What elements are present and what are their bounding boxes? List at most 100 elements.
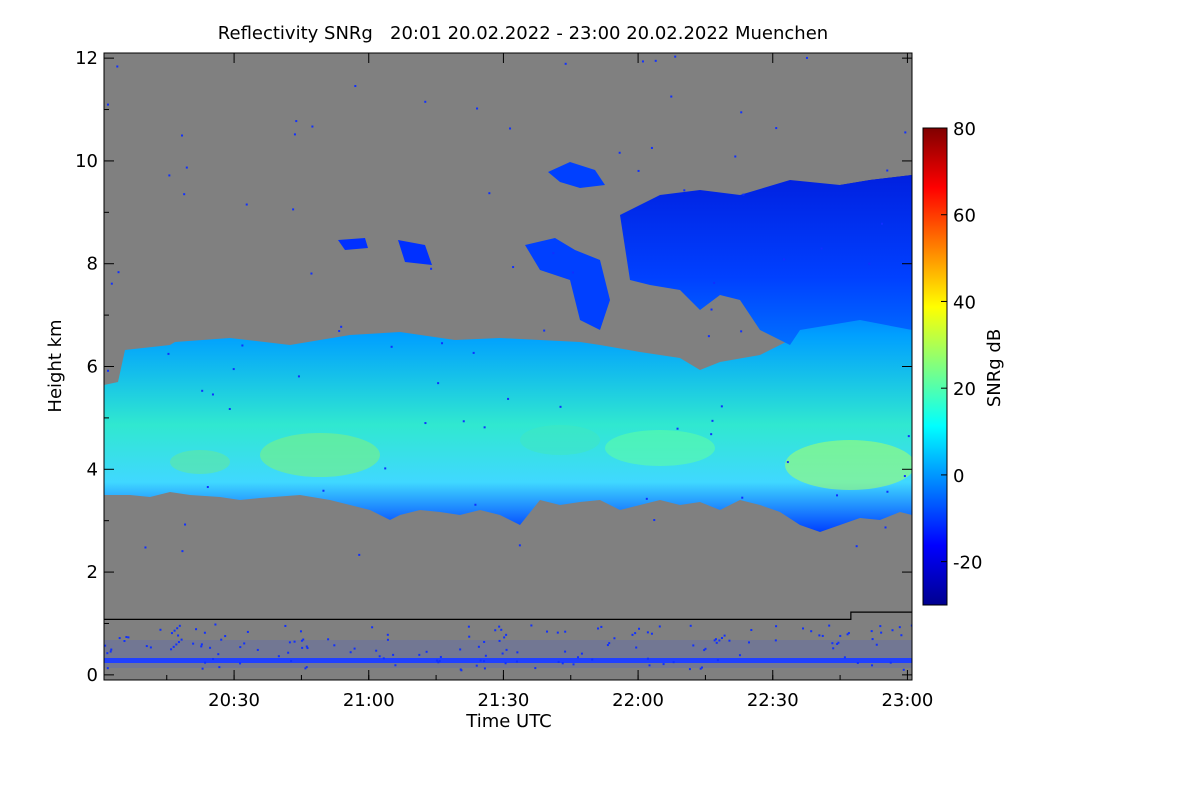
noise-dot [476,107,479,110]
noise-dot [217,653,220,656]
noise-dot [503,636,506,639]
noise-dot [821,634,824,637]
noise-dot [483,667,486,670]
noise-dot [740,330,743,333]
y-tick-label: 6 [87,357,98,378]
noise-dot [591,658,594,661]
noise-dot [109,650,112,653]
noise-dot [820,247,823,250]
upper-cloud-fragment [548,162,605,188]
noise-dot [674,55,677,58]
noise-dot [256,648,259,651]
noise-dot [424,422,427,425]
colorbar-tick-label: -20 [953,553,982,574]
noise-dot [288,641,291,644]
noise-dot [178,624,181,627]
noise-dot [505,633,508,636]
noise-dot [104,644,107,647]
noise-dot [167,352,170,355]
noise-dot [868,262,871,265]
noise-dot [654,59,657,62]
noise-dot [530,624,533,627]
x-tick-label: 20:30 [208,690,260,711]
noise-dot [720,637,723,640]
noise-dot [505,648,508,651]
noise-dot [239,646,242,649]
noise-dot [378,655,381,658]
noise-dot [184,523,187,526]
noise-dot [306,647,309,650]
noise-dot [106,667,109,670]
noise-dot [384,467,387,470]
noise-dot [645,497,648,500]
noise-dot [534,667,537,670]
noise-dot [646,657,649,660]
noise-dot [353,647,356,650]
noise-dot [837,641,840,644]
noise-dot [738,654,741,657]
noise-dot [564,62,567,65]
noise-dot [304,667,307,670]
x-axis-label: Time UTC [465,711,551,732]
noise-dot [606,644,609,647]
noise-dot [425,650,428,653]
noise-dot [214,623,217,626]
noise-dot [241,344,244,347]
x-tick-label: 23:00 [881,690,933,711]
noise-dot [170,632,173,635]
noise-dot [488,192,491,195]
chart-title: Reflectivity SNRg 20:01 20.02.2022 - 23:… [218,23,828,44]
noise-dot [390,345,393,348]
noise-dot [462,420,465,423]
noise-dot [354,85,357,88]
noise-dot [144,546,147,549]
noise-dot [839,634,842,637]
noise-dot [561,662,564,665]
noise-dot [676,427,679,430]
noise-dot [903,475,906,478]
colorbar: 80 60 40 20 0 -20 SNRg dB [922,119,1005,606]
echo-core [520,425,600,455]
noise-dot [246,630,249,633]
noise-dot [203,631,206,634]
noise-dot [713,639,716,642]
noise-dot [302,638,305,641]
noise-dot [572,663,575,666]
echo-core [785,440,912,490]
noise-dot [713,281,716,284]
noise-dot [475,664,478,667]
ground-clutter [104,658,912,663]
noise-dot [650,146,653,149]
noise-dot [634,632,637,635]
noise-dot [299,630,302,633]
noise-dot [206,486,209,489]
noise-dot [459,668,462,671]
noise-dot [200,645,203,648]
noise-dot [904,131,907,134]
noise-dot [177,641,180,644]
noise-dot [782,258,785,261]
noise-dot [467,625,470,628]
noise-dot [483,640,486,643]
noise-dot [571,271,574,274]
noise-dot [688,668,691,671]
noise-dot [287,651,290,654]
noise-dot [386,638,389,641]
colorbar-gradient [922,127,948,606]
noise-dot [631,633,634,636]
y-tick-label: 12 [75,48,98,69]
noise-dot [507,397,510,400]
noise-dot [338,330,341,333]
noise-dot [386,633,389,636]
noise-dot [504,662,507,665]
noise-dot [870,630,873,633]
noise-dot [875,643,878,646]
noise-dot [106,652,109,655]
noise-dot [564,630,567,633]
noise-dot [305,645,308,648]
noise-dot [173,629,176,632]
noise-dot [662,663,665,666]
noise-dot [775,127,778,130]
noise-dot [392,653,395,656]
noise-dot [718,639,721,642]
